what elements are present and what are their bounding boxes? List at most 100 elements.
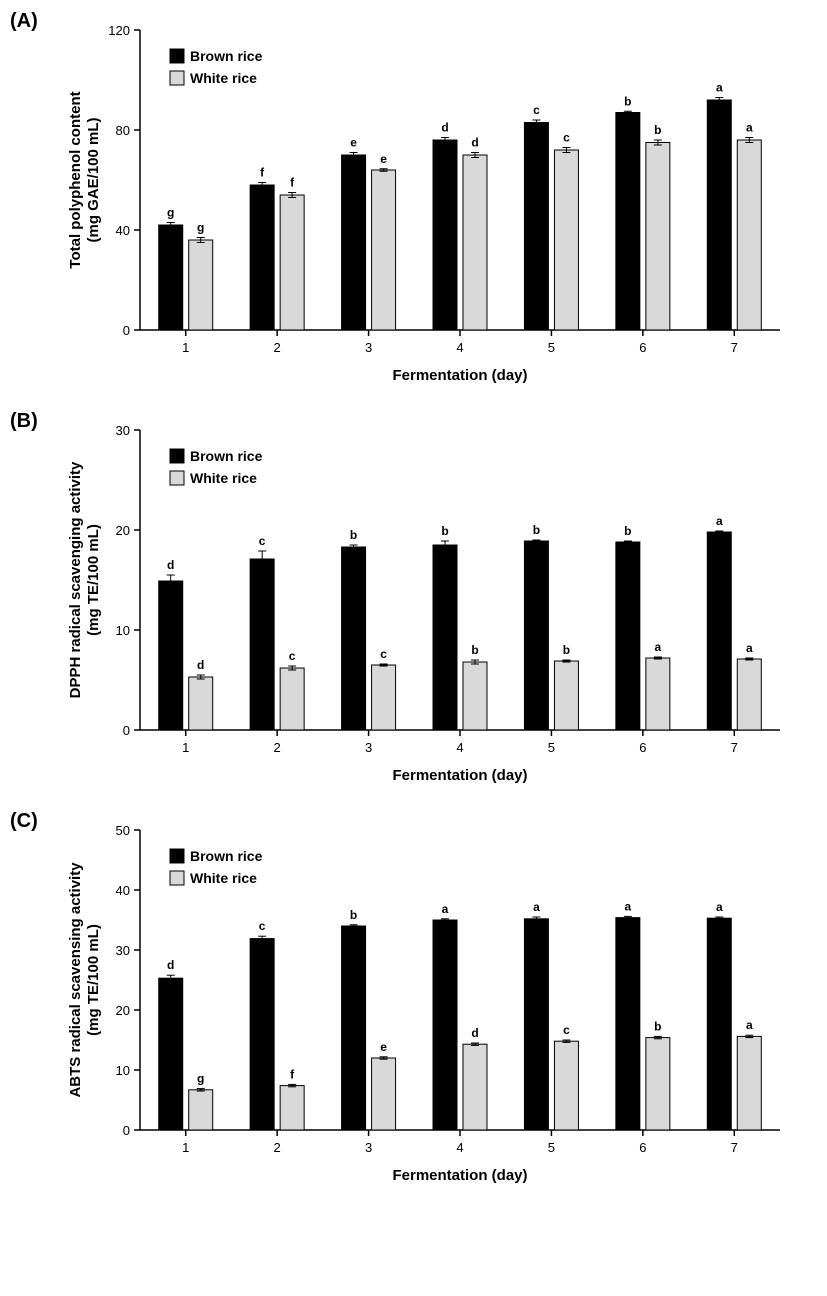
legend-swatch: [170, 871, 184, 885]
bar: [342, 155, 366, 330]
x-axis-label: Fermentation (day): [392, 367, 527, 384]
sig-letter: c: [563, 1023, 570, 1037]
legend-label: White rice: [190, 870, 257, 886]
sig-letter: e: [380, 1040, 387, 1054]
sig-letter: c: [533, 103, 540, 117]
sig-letter: f: [260, 166, 265, 180]
bar: [737, 1036, 761, 1130]
sig-letter: a: [533, 900, 540, 914]
x-tick-label: 6: [639, 340, 646, 355]
sig-letter: b: [471, 643, 478, 657]
y-tick-label: 40: [116, 223, 130, 238]
sig-letter: e: [380, 152, 387, 166]
bar: [646, 658, 670, 730]
bar: [616, 113, 640, 331]
bar: [616, 542, 640, 730]
x-tick-label: 2: [274, 340, 281, 355]
x-tick-label: 3: [365, 340, 372, 355]
bar: [524, 919, 548, 1130]
bar: [342, 926, 366, 1130]
bar: [463, 1044, 487, 1130]
svg-text:(mg TE/100 mL): (mg TE/100 mL): [85, 924, 102, 1036]
sig-letter: b: [624, 524, 631, 538]
chart-0: 040801201gg2ff3ee4dd5cc6bb7aaTotal polyp…: [60, 10, 790, 400]
bar: [189, 240, 213, 330]
svg-text:DPPH radical scavenging activi: DPPH radical scavenging activity: [67, 461, 84, 698]
sig-letter: d: [167, 958, 174, 972]
x-tick-label: 4: [456, 1140, 463, 1155]
bar: [372, 1058, 396, 1130]
y-tick-label: 20: [116, 1003, 130, 1018]
legend-label: Brown rice: [190, 48, 263, 64]
sig-letter: d: [471, 1026, 478, 1040]
x-tick-label: 4: [456, 340, 463, 355]
x-tick-label: 4: [456, 740, 463, 755]
x-tick-label: 2: [274, 740, 281, 755]
bar: [372, 665, 396, 730]
sig-letter: g: [197, 1072, 204, 1086]
bar: [189, 677, 213, 730]
bar: [646, 143, 670, 331]
sig-letter: b: [350, 908, 357, 922]
sig-letter: c: [380, 647, 387, 661]
chart-container: 040801201gg2ff3ee4dd5cc6bb7aaTotal polyp…: [60, 10, 780, 400]
bar: [737, 659, 761, 730]
bar: [250, 939, 274, 1130]
legend-swatch: [170, 471, 184, 485]
bar: [250, 559, 274, 730]
legend-label: Brown rice: [190, 848, 263, 864]
panel-label: (C): [10, 810, 38, 833]
sig-letter: c: [259, 534, 266, 548]
bar: [463, 662, 487, 730]
y-tick-label: 120: [108, 23, 130, 38]
svg-text:ABTS radical scavensing activi: ABTS radical scavensing activity: [67, 862, 84, 1098]
sig-letter: b: [563, 643, 570, 657]
y-tick-label: 30: [116, 943, 130, 958]
x-tick-label: 1: [182, 740, 189, 755]
x-tick-label: 7: [731, 1140, 738, 1155]
x-axis-label: Fermentation (day): [392, 767, 527, 784]
sig-letter: a: [716, 81, 723, 95]
bar: [737, 140, 761, 330]
panel-label: (B): [10, 410, 38, 433]
y-tick-label: 10: [116, 1063, 130, 1078]
y-axis-label: DPPH radical scavenging activity(mg TE/1…: [67, 461, 102, 698]
sig-letter: a: [625, 899, 632, 913]
sig-letter: b: [533, 523, 540, 537]
sig-letter: b: [654, 123, 661, 137]
legend-swatch: [170, 849, 184, 863]
bar: [189, 1090, 213, 1130]
x-tick-label: 6: [639, 1140, 646, 1155]
x-tick-label: 1: [182, 1140, 189, 1155]
sig-letter: a: [716, 900, 723, 914]
bar: [280, 195, 304, 330]
panel-label: (A): [10, 10, 38, 33]
sig-letter: d: [197, 658, 204, 672]
sig-letter: c: [259, 919, 266, 933]
bar: [433, 545, 457, 730]
bar: [524, 541, 548, 730]
bar: [433, 920, 457, 1130]
legend-swatch: [170, 49, 184, 63]
sig-letter: f: [290, 1067, 295, 1081]
x-tick-label: 2: [274, 1140, 281, 1155]
legend-swatch: [170, 449, 184, 463]
bar: [554, 661, 578, 730]
bar: [463, 155, 487, 330]
svg-text:(mg TE/100 mL): (mg TE/100 mL): [85, 524, 102, 636]
x-tick-label: 3: [365, 1140, 372, 1155]
x-axis-label: Fermentation (day): [392, 1167, 527, 1184]
bar: [707, 100, 731, 330]
bar: [433, 140, 457, 330]
svg-text:(mg GAE/100 mL): (mg GAE/100 mL): [85, 117, 102, 242]
y-tick-label: 0: [123, 723, 130, 738]
sig-letter: b: [441, 524, 448, 538]
x-tick-label: 5: [548, 740, 555, 755]
bar: [646, 1038, 670, 1130]
bar: [524, 123, 548, 331]
x-tick-label: 7: [731, 740, 738, 755]
sig-letter: c: [289, 649, 296, 663]
bar: [159, 581, 183, 730]
bar: [707, 532, 731, 730]
sig-letter: a: [746, 641, 753, 655]
